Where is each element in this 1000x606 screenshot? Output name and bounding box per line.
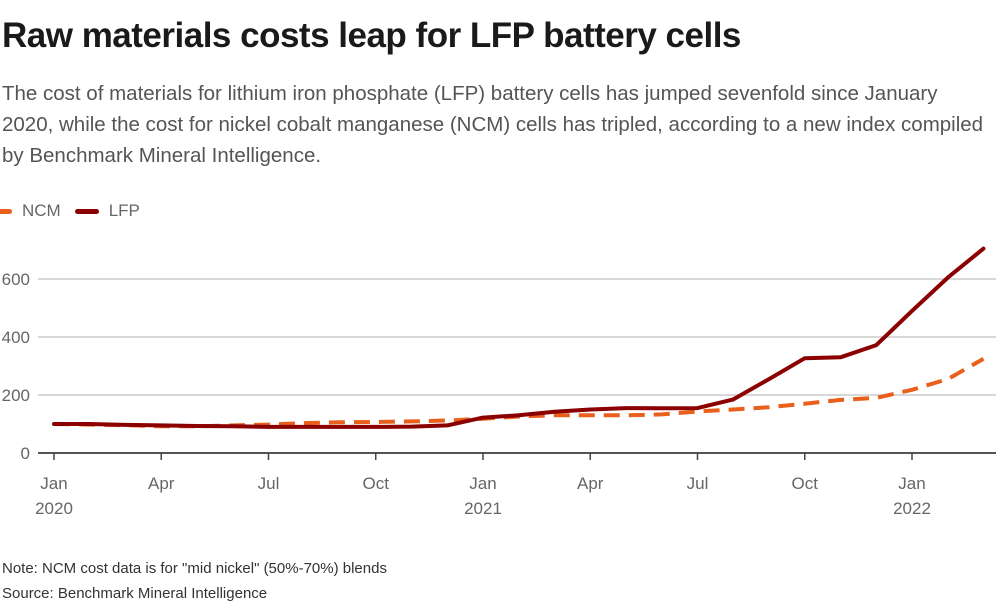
legend-item-ncm: NCM xyxy=(0,201,61,221)
x-tick-label: Jan xyxy=(898,474,925,493)
chart-subtitle: The cost of materials for lithium iron p… xyxy=(2,82,984,167)
x-tick-label: Jul xyxy=(687,474,709,493)
note-text: Note: NCM cost data is for "mid nickel" … xyxy=(2,560,387,577)
chart-title: Raw materials costs leap for LFP battery… xyxy=(2,16,741,55)
legend-label-lfp: LFP xyxy=(108,201,140,220)
x-tick-sublabel: 2022 xyxy=(893,499,931,518)
legend-label-ncm: NCM xyxy=(22,201,61,220)
x-tick-label: Oct xyxy=(792,474,819,493)
x-tick-sublabel: 2020 xyxy=(35,499,73,518)
x-tick-label: Jul xyxy=(258,474,280,493)
series-lines xyxy=(52,246,986,429)
x-tick-sublabel: 2021 xyxy=(464,499,502,518)
legend-swatch-ncm xyxy=(0,208,12,214)
x-tick-label: Jan xyxy=(469,474,496,493)
y-tick-label-200: 200 xyxy=(2,386,30,405)
legend-item-lfp: LFP xyxy=(74,201,140,221)
legend-swatch-lfp xyxy=(74,208,99,214)
x-tick-label: Apr xyxy=(148,474,175,493)
y-tick-label-0: 0 xyxy=(21,444,30,463)
y-axis: 0 200 400 600 xyxy=(2,270,30,463)
legend: NCM LFP xyxy=(0,201,154,221)
gridlines xyxy=(38,278,996,396)
x-tick-label: Oct xyxy=(363,474,390,493)
y-tick-label-400: 400 xyxy=(2,328,30,347)
y-tick-label-600: 600 xyxy=(2,270,30,289)
series-line-lfp xyxy=(52,246,986,429)
x-tick-label: Jan xyxy=(40,474,67,493)
notes: Note: NCM cost data is for "mid nickel" … xyxy=(2,556,387,606)
x-tick-label: Apr xyxy=(577,474,604,493)
x-axis: Jan 2020 Apr Jul Oct Jan 2021 Apr Jul Oct Jan 2022 xyxy=(35,452,996,518)
source-text: Source: Benchmark Mineral Intelligence xyxy=(2,585,268,602)
